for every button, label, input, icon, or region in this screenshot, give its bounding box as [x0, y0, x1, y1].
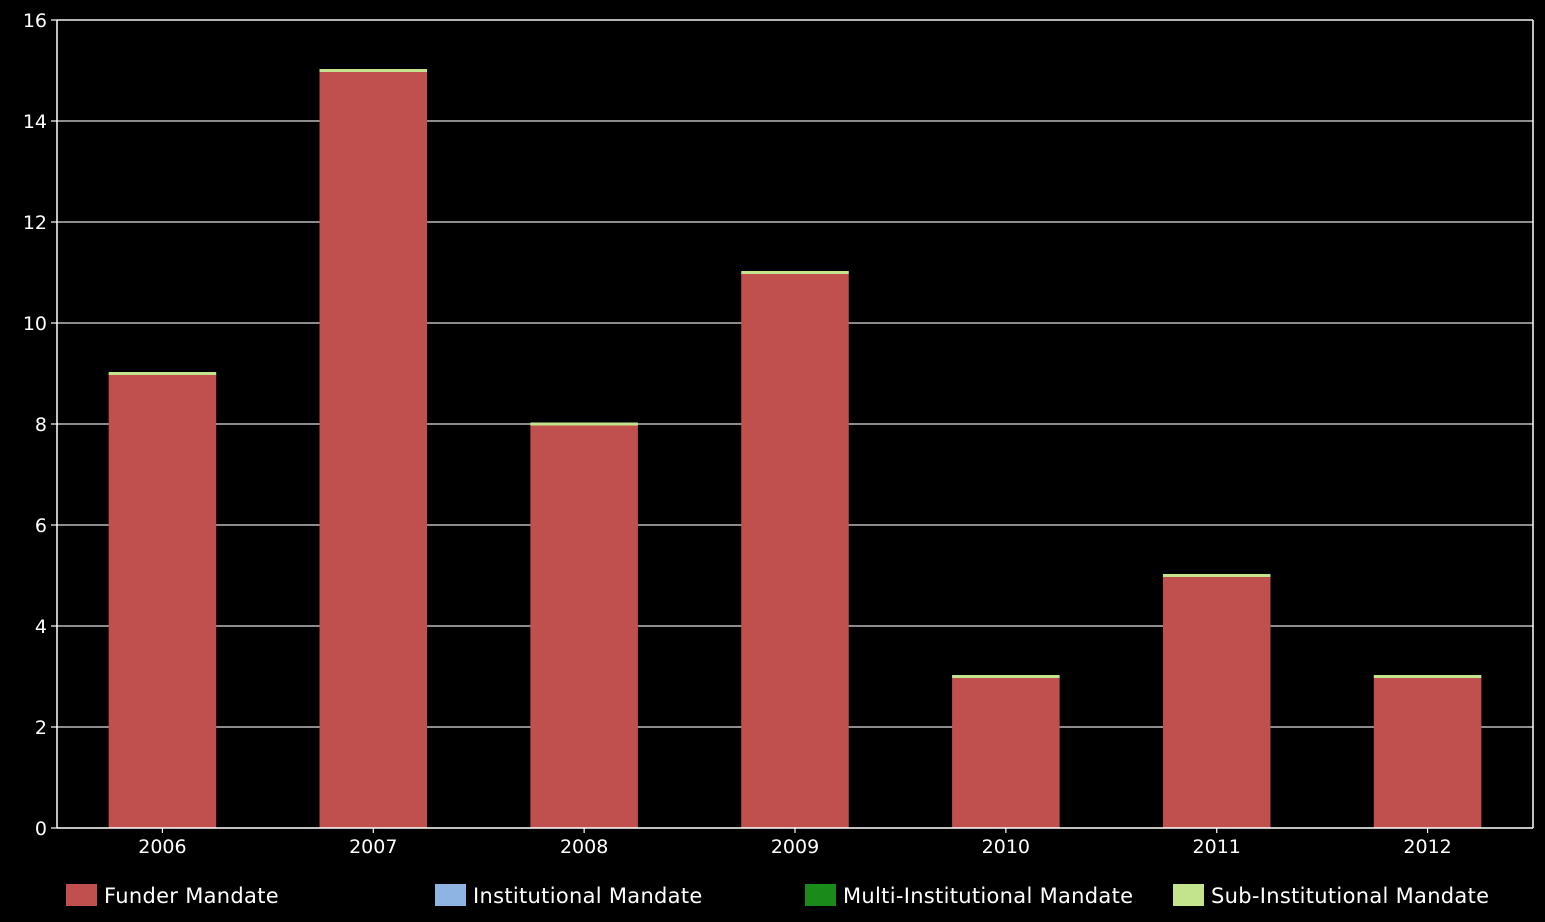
y-tick-label: 8 — [35, 414, 47, 436]
legend-label: Multi-Institutional Mandate — [843, 884, 1133, 908]
bar-funder-mandate-2010 — [952, 676, 1060, 828]
x-axis-tick-labels: 2006 2007 2008 2009 2010 2011 2012 — [138, 836, 1452, 858]
x-tick-label-2006: 2006 — [138, 836, 186, 858]
bar-cap-2011 — [1162, 574, 1271, 577]
bar-funder-mandate-2006 — [108, 373, 217, 828]
bar-funder-mandate-2011 — [1162, 575, 1271, 828]
legend-item-institutional-mandate: Institutional Mandate — [435, 884, 703, 908]
x-tick-label-2007: 2007 — [349, 836, 397, 858]
legend-item-sub-institutional-mandate: Sub-Institutional Mandate — [1173, 884, 1489, 908]
y-tick-label: 0 — [35, 818, 47, 840]
legend-item-funder-mandate: Funder Mandate — [66, 884, 279, 908]
bar-funder-mandate-2012 — [1373, 676, 1482, 828]
y-tick-label: 12 — [23, 212, 47, 234]
y-tick-label: 16 — [23, 10, 47, 32]
legend-swatch — [1173, 884, 1204, 906]
x-tick-label-2010: 2010 — [982, 836, 1030, 858]
legend-swatch — [435, 884, 466, 906]
y-tick-label: 4 — [35, 616, 47, 638]
bar-cap-2009 — [741, 271, 849, 274]
legend-label: Funder Mandate — [104, 884, 279, 908]
y-axis-tick-labels: 0 2 4 6 8 10 12 14 16 — [23, 10, 47, 840]
y-tick-label: 14 — [23, 111, 47, 133]
bar-cap-2006 — [108, 372, 217, 375]
legend-label: Sub-Institutional Mandate — [1211, 884, 1489, 908]
axes — [51, 19, 1534, 833]
bar-funder-mandate-2009 — [741, 272, 849, 828]
legend-label: Institutional Mandate — [473, 884, 703, 908]
legend-swatch — [66, 884, 97, 906]
x-tick-label-2011: 2011 — [1193, 836, 1241, 858]
bar-cap-2010 — [952, 675, 1060, 678]
bars — [108, 69, 1482, 828]
x-tick-label-2009: 2009 — [771, 836, 819, 858]
y-tick-label: 10 — [23, 313, 47, 335]
bar-cap-2008 — [530, 422, 638, 426]
bar-funder-mandate-2008 — [530, 424, 638, 828]
bar-funder-mandate-2007 — [319, 70, 428, 828]
y-tick-label: 6 — [35, 515, 47, 537]
x-tick-label-2008: 2008 — [560, 836, 608, 858]
legend-item-multi-institutional-mandate: Multi-Institutional Mandate — [805, 884, 1133, 908]
legend-swatch — [805, 884, 836, 906]
legend: Funder Mandate Institutional Mandate Multi… — [66, 884, 1489, 908]
bar-cap-2007 — [319, 69, 428, 72]
y-tick-label: 2 — [35, 717, 47, 739]
bar-cap-2012 — [1373, 675, 1482, 678]
x-tick-label-2012: 2012 — [1403, 836, 1451, 858]
